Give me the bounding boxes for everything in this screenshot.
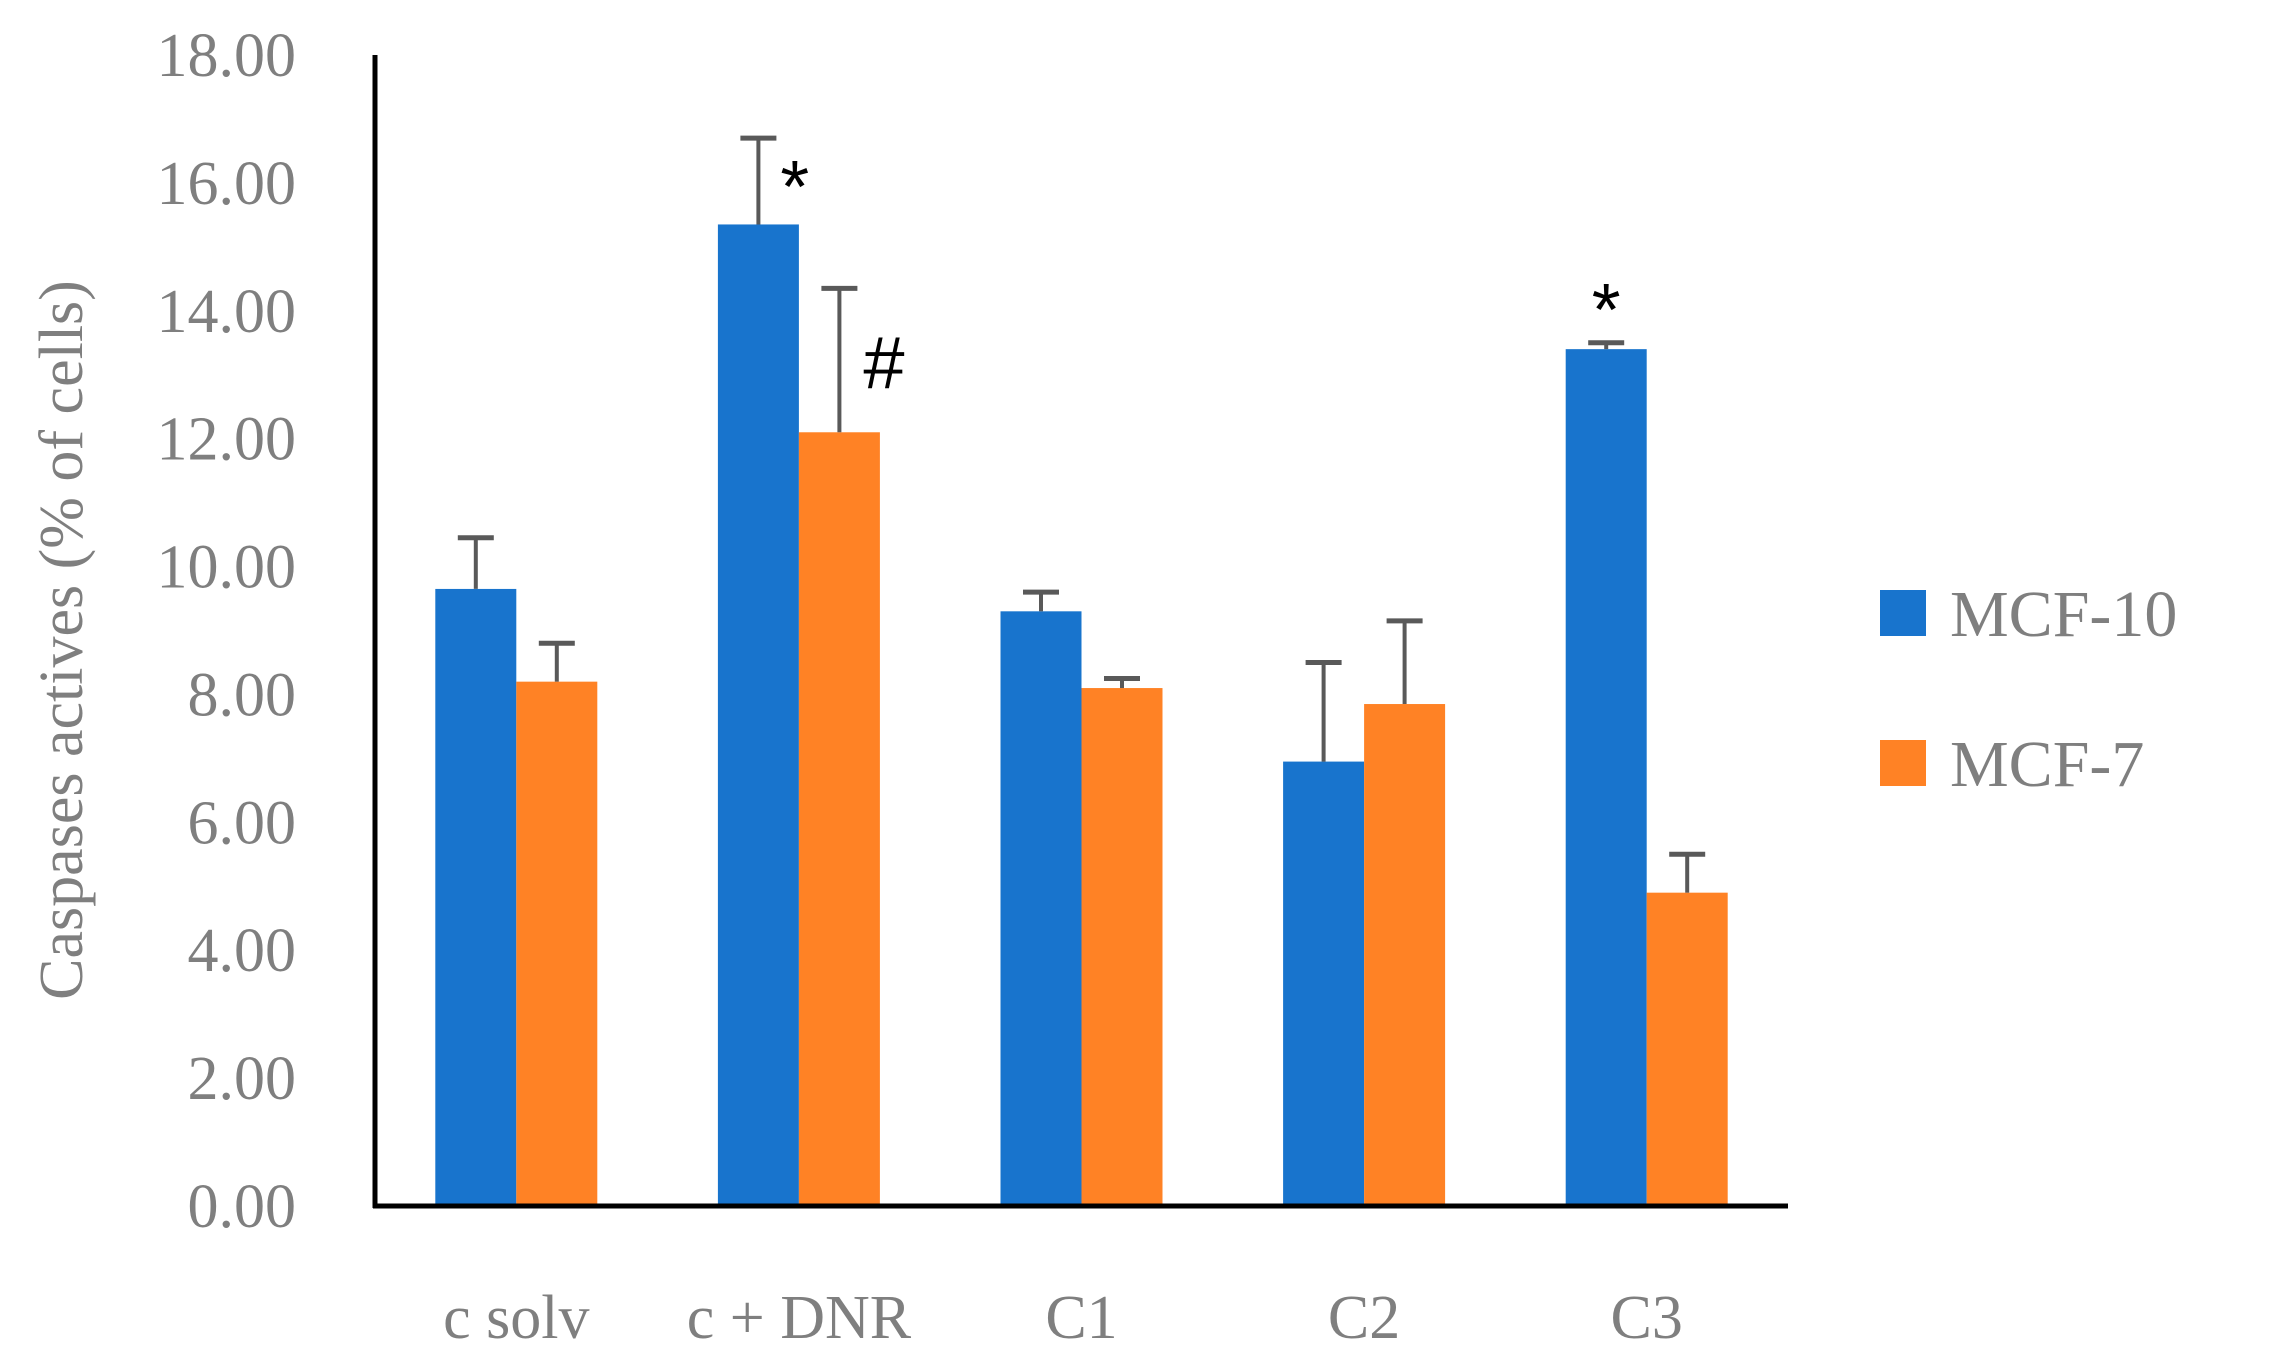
y-tick-label: 14.00 [157,278,297,346]
x-category-label: c + DNR [687,1284,912,1352]
bar-mcf-10 [1565,349,1647,1207]
legend-swatch [1880,590,1926,636]
y-tick-label: 0.00 [188,1173,297,1241]
bar-mcf-7 [1081,688,1163,1206]
bar-mcf-10 [435,588,517,1206]
bar-mcf-10 [1283,761,1365,1206]
y-tick-label: 6.00 [188,789,297,857]
legend: MCF-10 MCF-7 [1880,578,2177,801]
y-tick-label: 10.00 [157,534,297,602]
y-tick-label: 8.00 [188,661,297,729]
bar-mcf-10 [1000,611,1082,1206]
x-category-label: C3 [1611,1284,1683,1352]
bar-mcf-7 [798,432,880,1206]
y-tick-label: 16.00 [157,150,297,218]
y-tick-label: 18.00 [157,22,297,90]
x-category-label: c solv [443,1284,589,1352]
significance-marker: * [1592,268,1621,351]
significance-marker: * [780,145,809,228]
significance-marker: # [863,321,904,404]
bar-mcf-7 [1646,892,1728,1206]
x-category-label: C1 [1045,1284,1117,1352]
y-tick-label: 4.00 [188,917,297,985]
legend-label: MCF-7 [1950,728,2144,801]
legend-swatch [1880,740,1926,786]
bar-mcf-7 [516,681,598,1206]
x-category-label: C2 [1328,1284,1400,1352]
legend-label: MCF-10 [1950,578,2177,651]
bar-mcf-10 [717,224,799,1207]
y-tick-label: 2.00 [188,1045,297,1113]
y-axis-title: Caspases actives (% of cells) [28,280,96,1000]
bar-mcf-7 [1364,704,1446,1206]
plot-area: 0.00 2.00 4.00 6.00 8.00 10.00 12.00 14.00 16.00… [157,22,1788,1352]
y-tick-label: 12.00 [157,406,297,474]
